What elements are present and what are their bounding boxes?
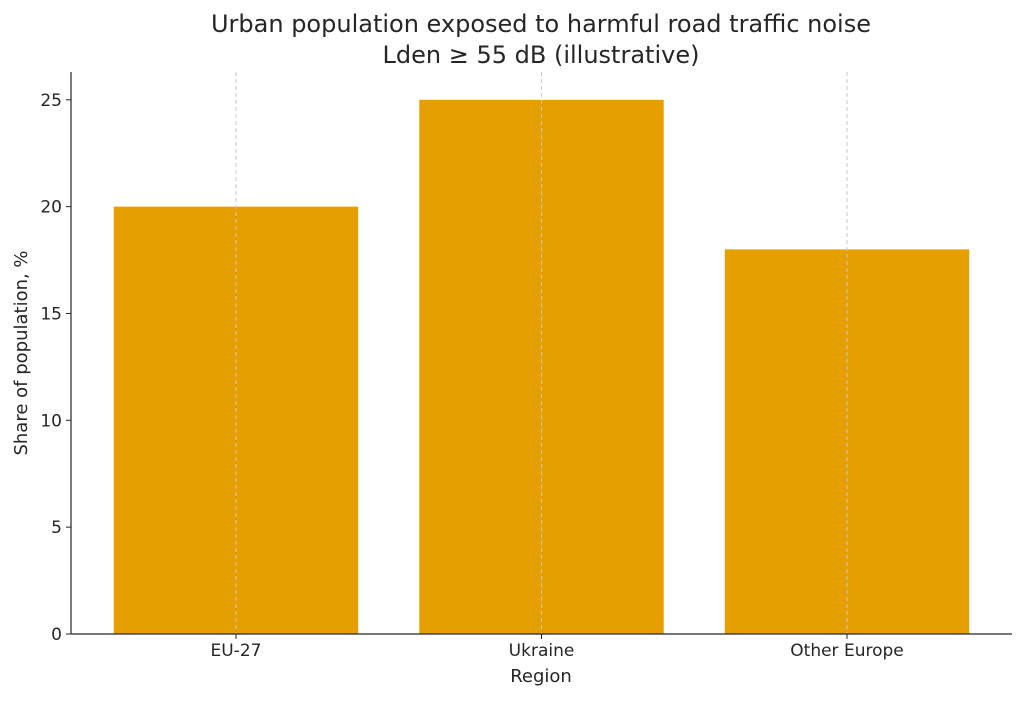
x-tick-label: Other Europe	[790, 641, 903, 661]
y-tick-label: 5	[51, 518, 62, 538]
y-axis-label: Share of population, %	[11, 250, 32, 455]
chart-subtitle: Lden ≥ 55 dB (illustrative)	[383, 41, 700, 69]
x-tick-label: Ukraine	[509, 641, 575, 661]
y-tick-label: 10	[40, 411, 62, 431]
chart-title: Urban population exposed to harmful road…	[211, 10, 871, 38]
y-tick-label: 20	[40, 198, 62, 218]
y-tick-label: 25	[40, 91, 62, 111]
y-tick-label: 15	[40, 304, 62, 324]
x-axis-label: Region	[510, 666, 572, 687]
y-tick-label: 0	[51, 625, 62, 645]
x-tick-label: EU-27	[211, 641, 262, 661]
